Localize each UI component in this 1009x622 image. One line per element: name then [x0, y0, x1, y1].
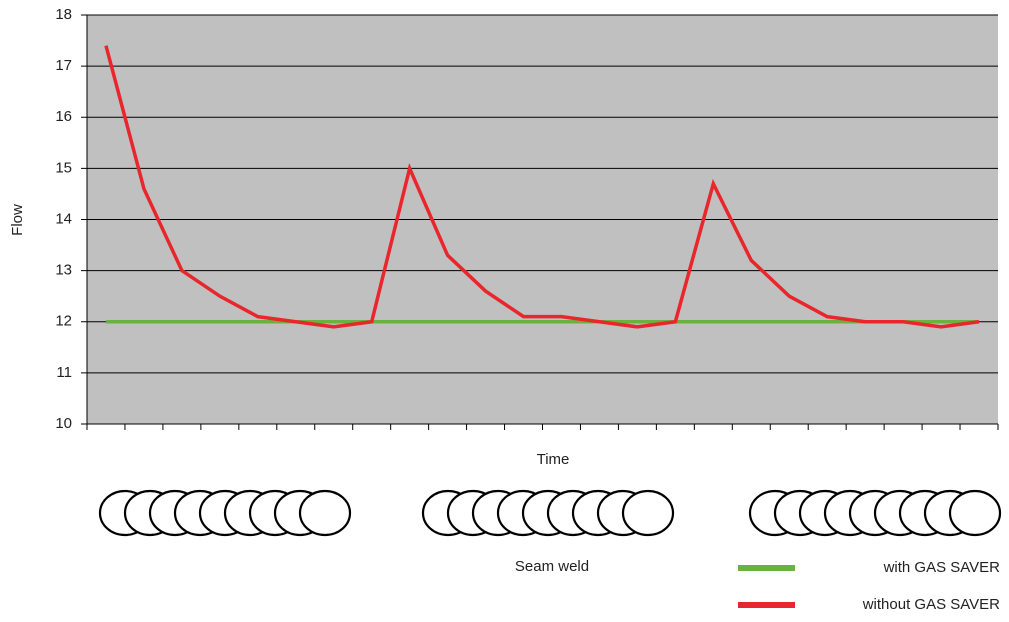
y-tick-label: 17: [55, 57, 72, 74]
y-tick-label: 14: [55, 210, 72, 227]
y-tick-label: 11: [56, 364, 72, 381]
annotation: Seam weld: [515, 558, 589, 575]
weld-ellipse: [948, 489, 1002, 537]
x-axis-label: Time: [537, 451, 570, 468]
y-tick-label: 18: [55, 6, 72, 23]
weld-illustration: [98, 489, 1002, 537]
legend-label: without GAS SAVER: [862, 596, 1000, 613]
series-line: [104, 45, 980, 329]
y-tick-label: 16: [55, 108, 72, 125]
y-tick-label: 13: [55, 262, 72, 279]
y-tick-label: 12: [55, 313, 72, 330]
weld-ellipse: [621, 489, 675, 537]
y-axis-label: Flow: [9, 204, 26, 236]
y-tick-label: 10: [55, 415, 72, 432]
y-tick-label: 15: [55, 159, 72, 176]
legend-label: with GAS SAVER: [883, 559, 1001, 576]
weld-ellipse: [298, 489, 352, 537]
